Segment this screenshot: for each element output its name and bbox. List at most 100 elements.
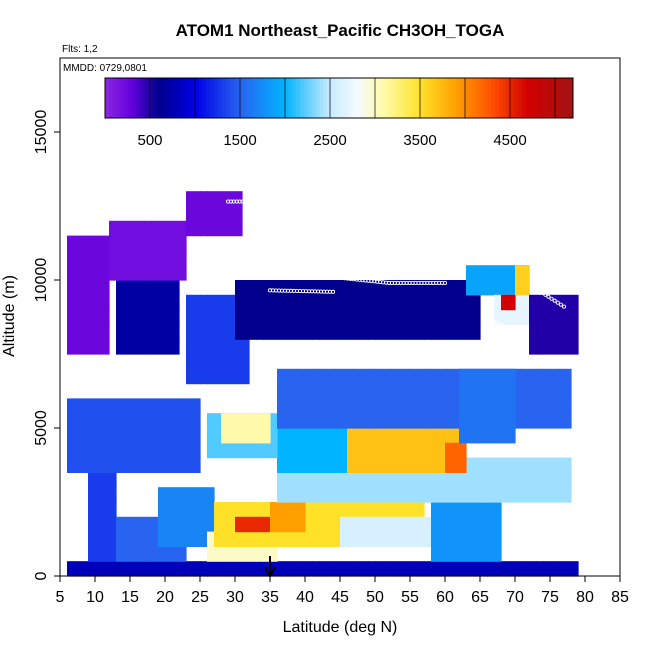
heatmap-cell (130, 265, 138, 281)
heatmap-cell (494, 516, 502, 533)
flight-track-point (540, 290, 545, 295)
heatmap-cell (438, 280, 446, 296)
heatmap-cell (102, 442, 110, 459)
heatmap-cell (228, 368, 236, 385)
heatmap-cell (424, 383, 432, 399)
heatmap-cell (228, 324, 236, 340)
colorbar-band (463, 78, 469, 118)
heatmap-cell (116, 457, 124, 473)
heatmap-cell (361, 457, 369, 473)
heatmap-cell (88, 516, 96, 533)
heatmap-cell (298, 457, 306, 473)
flight-track-point (543, 292, 548, 297)
heatmap-cell (333, 383, 341, 399)
colorbar-band (128, 78, 133, 118)
heatmap-cell (151, 442, 159, 459)
colorbar-band (272, 78, 278, 118)
colorbar-band (545, 78, 551, 118)
heatmap-cell (88, 309, 96, 325)
heatmap-cell (88, 442, 96, 459)
heatmap-cell (298, 398, 306, 414)
heatmap-cell (116, 546, 124, 562)
heatmap-cell (165, 502, 173, 518)
colorbar-band (514, 78, 519, 118)
heatmap-cell (298, 368, 306, 385)
flight-track-point (495, 321, 500, 326)
heatmap-cell (116, 442, 124, 459)
heatmap-cell (312, 383, 320, 399)
heatmap-cell (473, 383, 481, 399)
heatmap-cell (200, 561, 208, 577)
heatmap-cell (494, 309, 502, 325)
heatmap-cell (277, 472, 285, 488)
heatmap-cell (144, 413, 152, 429)
heatmap-cell (137, 250, 145, 266)
heatmap-cell (375, 457, 383, 473)
heatmap-cell (382, 309, 390, 325)
heatmap-cell (480, 472, 488, 488)
heatmap-cell (410, 294, 418, 311)
heatmap-cell (319, 413, 327, 429)
heatmap-cell (347, 561, 355, 577)
heatmap-cell (151, 546, 159, 562)
heatmap-cell (67, 428, 75, 444)
heatmap-cell (515, 413, 523, 429)
heatmap-cell (473, 561, 481, 577)
heatmap-cell (207, 191, 215, 207)
heatmap-cell (214, 561, 222, 577)
heatmap-cell (256, 280, 264, 296)
heatmap-cell (571, 309, 579, 325)
heatmap-cell (291, 487, 299, 503)
heatmap-cell (123, 531, 131, 547)
heatmap-cell (494, 472, 502, 488)
heatmap-cell (200, 354, 208, 370)
heatmap-cell (165, 457, 173, 473)
heatmap-cell (116, 398, 124, 414)
heatmap-cell (361, 531, 369, 547)
heatmap-cell (361, 280, 369, 296)
heatmap-cell (529, 339, 537, 355)
heatmap-cell (396, 502, 404, 518)
heatmap-cell (200, 487, 208, 503)
heatmap-cell (459, 502, 467, 518)
colorbar-band (549, 78, 554, 118)
x-tick-label: 60 (436, 589, 454, 606)
heatmap-cell (319, 472, 327, 488)
heatmap-cell (529, 309, 537, 325)
heatmap-cell (214, 531, 222, 547)
heatmap-cell (228, 428, 236, 444)
heatmap-cell (459, 516, 467, 533)
heatmap-cell (382, 280, 390, 296)
colorbar-band (144, 78, 149, 118)
heatmap-cell (319, 398, 327, 414)
heatmap-cell (291, 428, 299, 444)
heatmap-cell (95, 309, 103, 325)
heatmap-cell (151, 280, 159, 296)
heatmap-cell (186, 354, 194, 370)
heatmap-cell (508, 398, 516, 414)
heatmap-cell (333, 324, 341, 340)
heatmap-cell (214, 294, 222, 311)
heatmap-cell (326, 324, 334, 340)
heatmap-cell (242, 354, 250, 370)
heatmap-cell (130, 235, 138, 251)
heatmap-cell (396, 487, 404, 503)
heatmap-cell (417, 413, 425, 429)
x-tick-label: 10 (86, 589, 104, 606)
heatmap-cell (452, 280, 460, 296)
heatmap-cell (228, 546, 236, 562)
heatmap-cell (326, 294, 334, 311)
heatmap-cell (417, 442, 425, 459)
heatmap-cell (431, 531, 439, 547)
heatmap-cell (95, 546, 103, 562)
heatmap-cell (193, 516, 201, 533)
colorbar-band (284, 78, 289, 118)
heatmap-cell (81, 339, 89, 355)
heatmap-cell (172, 531, 180, 547)
heatmap-cell (158, 457, 166, 473)
heatmap-cell (81, 265, 89, 281)
heatmap-cell (354, 472, 362, 488)
colorbar-band (452, 78, 457, 118)
heatmap-cell (473, 324, 481, 340)
heatmap-cell (487, 398, 495, 414)
